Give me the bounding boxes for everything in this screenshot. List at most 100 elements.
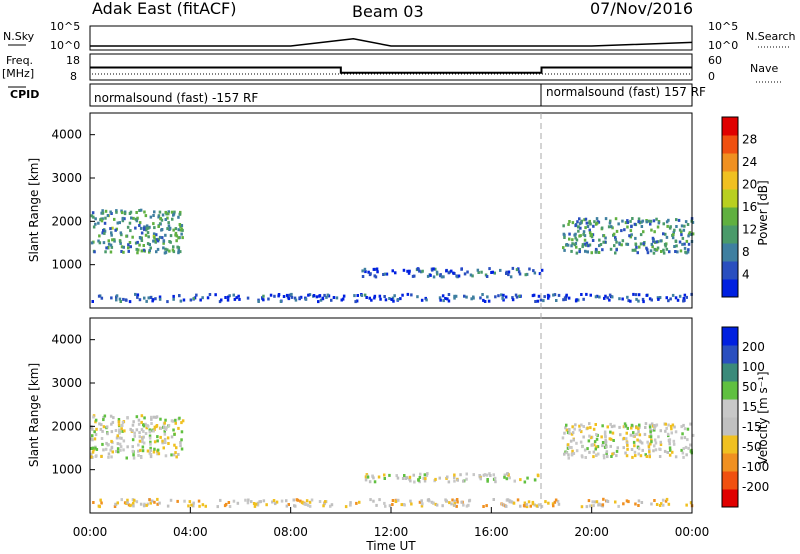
scatter-cell: [257, 300, 260, 303]
scatter-cell: [581, 245, 584, 249]
colorbar-tick-label: 20: [742, 178, 757, 192]
scatter-cell: [507, 270, 511, 274]
scatter-cell: [537, 503, 541, 507]
scatter-cell: [671, 293, 675, 297]
scatter-cell: [510, 500, 514, 504]
scatter-cell: [167, 210, 170, 214]
scatter-cell: [182, 298, 186, 302]
scatter-cell: [678, 294, 682, 298]
scatter-cell: [166, 504, 170, 508]
scatter-cell: [601, 248, 604, 252]
scatter-cell: [655, 248, 659, 252]
scatter-cell: [236, 501, 240, 505]
ytick-label: 4000: [51, 128, 82, 142]
scatter-cell: [497, 294, 500, 298]
scatter-cell: [610, 425, 614, 429]
scatter-cell: [646, 251, 650, 255]
scatter-cell: [98, 505, 101, 509]
colorbar-tick-label: 24: [742, 155, 757, 169]
scatter-cell: [673, 245, 676, 248]
scatter-cell: [118, 428, 121, 432]
scatter-cell: [562, 232, 566, 236]
scatter-cell: [162, 241, 165, 245]
scatter-cell: [369, 272, 372, 276]
scatter-cell: [645, 246, 648, 250]
scatter-cell: [139, 448, 142, 452]
scatter-cell: [647, 219, 651, 223]
scatter-cell: [137, 422, 141, 426]
scatter-cell: [365, 473, 369, 477]
colorbar-swatch: [722, 489, 738, 508]
scatter-cell: [456, 275, 459, 279]
colorbar-tick-label: -50: [742, 440, 762, 454]
scatter-cell: [144, 432, 148, 435]
scatter-cell: [93, 250, 96, 254]
scatter-cell: [269, 293, 273, 297]
scatter-cell: [378, 294, 382, 298]
scatter-cell: [683, 246, 687, 250]
scatter-cell: [477, 271, 480, 274]
scatter-cell: [432, 501, 435, 505]
scatter-cell: [476, 268, 480, 272]
scatter-cell: [472, 295, 475, 299]
scatter-cell: [571, 221, 575, 225]
scatter-cell: [156, 439, 159, 443]
scatter-cell: [565, 293, 568, 297]
scatter-cell: [687, 446, 690, 450]
scatter-cell: [634, 236, 637, 240]
scatter-cell: [648, 297, 652, 301]
scatter-cell: [667, 423, 670, 427]
scatter-cell: [107, 452, 111, 456]
scatter-cell: [138, 435, 141, 439]
scatter-cell: [584, 217, 588, 221]
scatter-cell: [488, 472, 491, 476]
scatter-cell: [175, 239, 178, 243]
scatter-cell: [379, 297, 382, 301]
scatter-cell: [157, 215, 160, 219]
scatter-cell: [349, 501, 352, 505]
scatter-cell: [152, 214, 155, 217]
scatter-cell: [650, 502, 653, 506]
scatter-cell: [653, 428, 656, 432]
colorbar-swatch: [722, 153, 738, 172]
scatter-cell: [135, 500, 139, 504]
scatter-cell: [518, 272, 522, 276]
scatter-cell: [301, 501, 305, 505]
scatter-cell: [153, 500, 156, 504]
scatter-cell: [107, 242, 111, 246]
cpid-label: CPID: [10, 88, 39, 101]
scatter-cell: [120, 211, 124, 215]
scatter-cell: [509, 275, 513, 279]
scatter-cell: [676, 250, 679, 254]
scatter-cell: [635, 297, 638, 301]
scatter-cell: [103, 221, 107, 225]
scatter-cell: [153, 239, 157, 243]
scatter-cell: [137, 418, 141, 422]
scatter-cell: [589, 222, 592, 226]
scatter-cell: [601, 444, 604, 448]
xtick-label: 08:00: [273, 525, 308, 539]
scatter-cell: [627, 500, 630, 504]
scatter-cell: [442, 275, 445, 279]
scatter-cell: [391, 503, 394, 506]
freq-unit: [MHz]: [2, 67, 34, 80]
scatter-cell: [687, 248, 690, 252]
scatter-cell: [138, 224, 141, 227]
scatter-cell: [368, 296, 371, 300]
scatter-cell: [678, 228, 682, 232]
scatter-cell: [630, 225, 633, 229]
scatter-cell: [360, 294, 364, 297]
scatter-cell: [552, 293, 555, 297]
scatter-cell: [152, 232, 156, 236]
scatter-cell: [608, 437, 612, 441]
scatter-cell: [489, 474, 492, 477]
scatter-cell: [505, 270, 508, 274]
scatter-cell: [146, 231, 150, 235]
scatter-cell: [412, 473, 415, 477]
scatter-cell: [580, 423, 583, 427]
scatter-cell: [298, 296, 301, 300]
scatter-cell: [614, 500, 617, 504]
scatter-cell: [515, 268, 519, 272]
scatter-cell: [562, 224, 565, 228]
scatter-cell: [417, 267, 420, 271]
